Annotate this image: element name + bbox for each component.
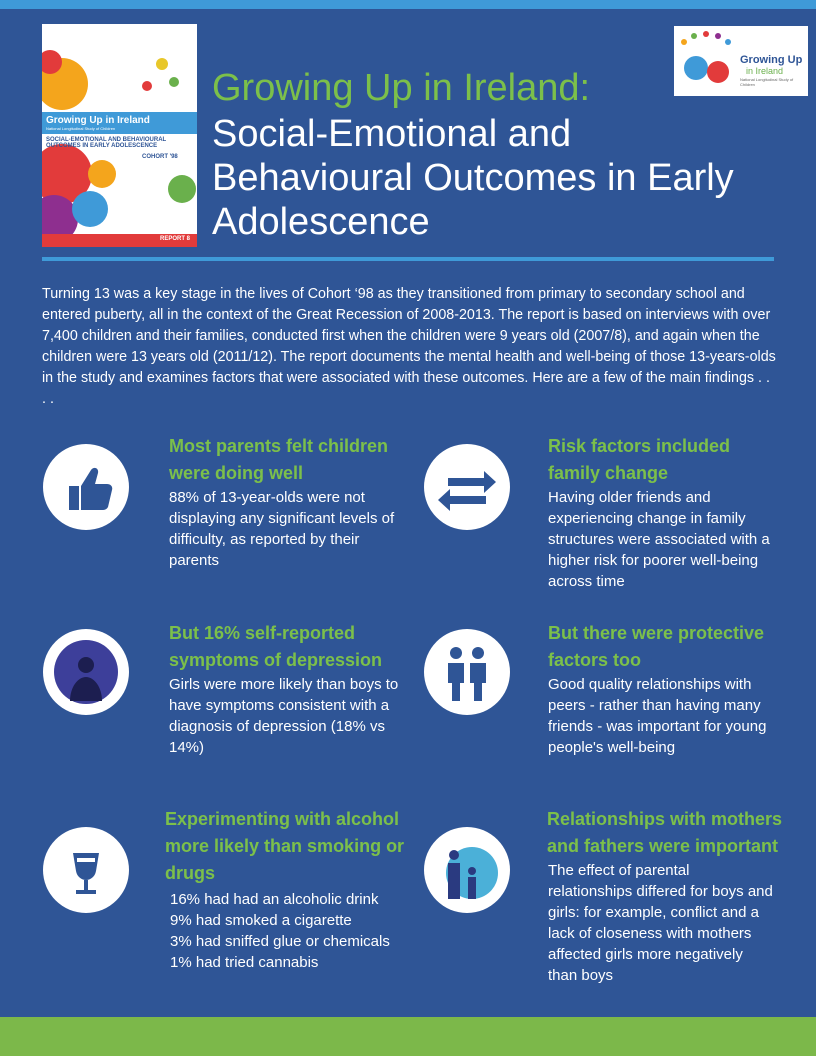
finding: Most parents felt children were doing we… [169,433,409,571]
finding: Risk factors included family change Havi… [548,433,788,592]
finding-heading: Risk factors included family change [548,436,731,483]
finding-line: 1% had tried cannabis [170,954,319,971]
logo-name-2: in Ireland [746,66,784,76]
finding-line: 9% had smoked a cigarette [170,912,352,929]
bottom-bar [0,1017,816,1056]
finding-line: 16% had had an alcoholic drink [170,891,379,908]
finding: But there were protective factors too Go… [548,620,788,758]
finding-body: Good quality relationships with peers - … [548,676,767,756]
logo-name: Growing Up [740,54,803,66]
logo-tagline: National Longitudinal Study of Children [740,77,794,87]
top-bar [0,0,816,9]
logo: Growing Up in Ireland National Longitudi… [674,26,808,96]
cover-title: Growing Up in Ireland [46,115,150,126]
cover-art [42,50,197,247]
icon-thumbs-up [43,444,129,530]
finding: But 16% self-reported symptoms of depres… [169,620,409,758]
cover-subtitle: National Longitudinal Study of Children [46,126,116,131]
finding-heading: Most parents felt children were doing we… [169,436,389,483]
finding: Experimenting with alcohol more likely t… [165,806,410,973]
finding-body: 88% of 13-year-olds were not displaying … [169,489,395,569]
finding-body: Girls were more likely than boys to have… [169,676,399,756]
icon-glass [43,827,129,913]
finding-list: 16% had had an alcoholic drink 9% had sm… [165,889,410,973]
cover-report: REPORT 8 [160,236,191,242]
icon-family [424,827,510,913]
finding: Relationships with mothers and fathers w… [547,806,792,986]
cover-report-title: SOCIAL-EMOTIONAL AND BEHAVIOURAL OUTCOME… [46,137,167,149]
divider [42,257,774,261]
finding-body: Having older friends and experiencing ch… [548,489,770,590]
icon-depression [43,629,129,715]
icon-arrows [424,444,510,530]
report-cover: Growing Up in Ireland National Longitudi… [42,24,197,247]
finding-heading: But 16% self-reported symptoms of depres… [169,623,383,670]
finding-heading: Experimenting with alcohol more likely t… [165,809,405,883]
icon-friends [424,629,510,715]
logo-art [681,31,731,83]
finding-line: 3% had sniffed glue or chemicals [170,933,390,950]
finding-heading: Relationships with mothers and fathers w… [547,809,783,856]
header-title: Growing Up in Ireland: [212,67,591,109]
finding-body: The effect of parental relationships dif… [548,862,773,984]
intro: Turning 13 was a key stage in the lives … [42,286,776,407]
header-subtitle: Social-Emotional and Behavioural Outcome… [212,113,734,243]
cover-cohort: COHORT '98 [142,154,178,160]
finding-heading: But there were protective factors too [548,623,765,670]
